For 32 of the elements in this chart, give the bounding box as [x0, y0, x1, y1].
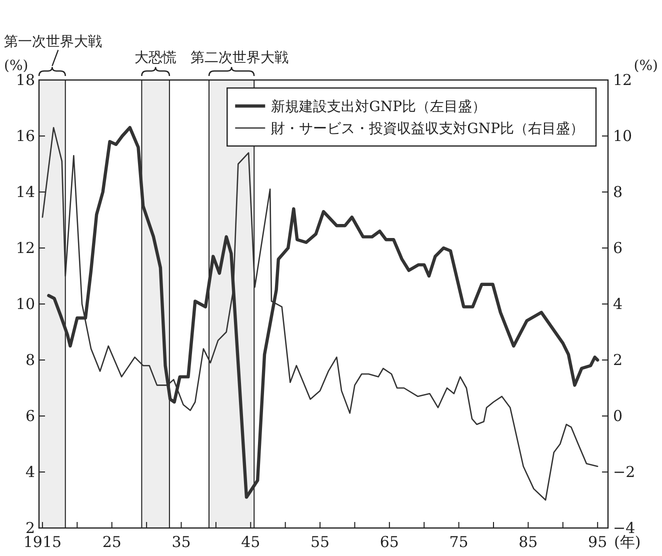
legend-label: 新規建設支出対GNP比（左目盛） [271, 99, 486, 115]
y-tick-label: 6 [25, 407, 35, 425]
x-tick-label: 95 [588, 533, 608, 551]
x-tick-label: 45 [241, 533, 260, 551]
x-tick-label: 35 [172, 533, 191, 551]
band-label: 大恐慌 [134, 50, 177, 66]
y-tick-label: 12 [16, 239, 35, 257]
x-tick-label: 55 [310, 533, 330, 551]
x-tick-label: 65 [380, 533, 399, 551]
y-tick-label: 4 [25, 463, 35, 481]
y-tick-label: 14 [16, 183, 35, 201]
y-axis-title: (%) [4, 58, 28, 74]
band-label: 第一次世界大戦 [4, 34, 102, 50]
x-tick-label: 85 [518, 533, 538, 551]
y2-tick-label: 6 [613, 239, 623, 257]
y2-tick-label: 0 [613, 407, 623, 425]
y-tick-label: 18 [16, 71, 35, 89]
y2-tick-label: 8 [613, 183, 623, 201]
y-tick-label: 10 [16, 295, 35, 313]
y2-tick-label: −2 [613, 463, 636, 481]
y2-tick-label: 12 [613, 71, 632, 89]
x-tick-label: 25 [102, 533, 122, 551]
y2-axis-title: (%) [634, 58, 658, 74]
y-tick-label: 8 [25, 351, 35, 369]
band-label: 第二次世界大戦 [190, 50, 289, 66]
y2-tick-label: 10 [613, 127, 632, 145]
x-tick-label: 75 [449, 533, 468, 551]
x-axis-title: (年) [614, 533, 641, 551]
legend-label: 財・サービス・投資収益収支対GNP比（右目盛） [271, 121, 584, 137]
y2-tick-label: 4 [613, 295, 623, 313]
y-tick-label: 16 [16, 127, 35, 145]
y2-tick-label: 2 [613, 351, 623, 369]
